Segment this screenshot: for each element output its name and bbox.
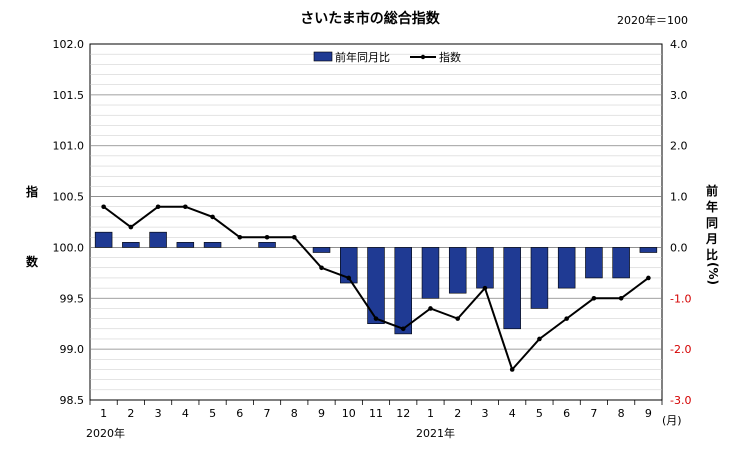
x-tick-label: 3: [481, 407, 488, 420]
x-tick-label: 3: [155, 407, 162, 420]
x-tick-label: 7: [590, 407, 597, 420]
bar: [312, 247, 331, 253]
x-tick-label: 4: [509, 407, 516, 420]
right-tick-label: -1.0: [670, 292, 691, 305]
left-axis-label-char-1: 指: [26, 185, 39, 199]
index-point: [646, 275, 651, 281]
bar: [612, 247, 630, 279]
index-point: [101, 204, 106, 210]
legend-bar-swatch: [313, 51, 333, 62]
index-point: [237, 234, 243, 240]
base-year-note: 2020年＝100: [617, 14, 688, 27]
left-tick-label: 100.0: [53, 241, 85, 254]
right-tick-label: 3.0: [670, 89, 688, 102]
left-tick-label: 100.5: [53, 191, 85, 204]
index-point: [509, 367, 515, 372]
x-tick-label: 12: [396, 407, 410, 420]
index-point: [155, 204, 161, 210]
index-point: [319, 265, 324, 271]
x-tick-label: 8: [618, 407, 625, 420]
right-tick-label: 4.0: [670, 38, 688, 51]
right-tick-label: 1.0: [670, 191, 688, 204]
right-axis-label-unit: (%): [706, 262, 720, 285]
index-point: [482, 285, 488, 291]
x-tick-label: 2: [127, 407, 134, 420]
x-tick-label: 1: [427, 407, 434, 420]
right-axis-label-char-5: 比: [706, 248, 719, 262]
x-tick-label: 6: [236, 407, 243, 420]
index-point: [428, 306, 433, 311]
index-point: [291, 234, 297, 240]
legend-line-marker: [420, 54, 426, 60]
index-point: [537, 336, 542, 342]
bar: [203, 242, 222, 248]
x-tick-label: 2: [454, 407, 461, 420]
x-tick-label: 10: [342, 407, 356, 420]
bar: [503, 247, 521, 330]
left-tick-label: 101.5: [53, 89, 85, 102]
legend-line-label: 指数: [439, 50, 461, 64]
index-point: [373, 316, 379, 321]
x-tick-label: 8: [291, 407, 298, 420]
bar: [585, 247, 603, 279]
legend-bar-label: 前年同月比: [335, 50, 390, 64]
x-tick-label: 6: [563, 407, 570, 420]
chart-title: さいたま市の総合指数: [300, 11, 440, 27]
right-tick-label: -3.0: [670, 394, 691, 407]
index-point: [264, 234, 270, 240]
x-tick-label: 11: [369, 407, 383, 420]
index-point: [346, 275, 352, 281]
index-point: [128, 224, 134, 230]
month-unit-label: (月): [662, 414, 682, 427]
index-point: [183, 204, 188, 210]
left-tick-label: 102.0: [53, 38, 85, 51]
bar: [557, 247, 576, 289]
bar: [340, 247, 358, 284]
right-axis-label-char-2: 年: [706, 200, 719, 214]
bar: [394, 247, 412, 335]
x-tick-label: 9: [318, 407, 325, 420]
index-point: [400, 326, 406, 332]
bar: [639, 247, 658, 253]
bar: [258, 242, 276, 248]
right-tick-label: -2.0: [670, 343, 691, 356]
year-label-2021: 2021年: [416, 426, 455, 440]
bar: [176, 242, 195, 248]
right-axis-label-char-3: 同: [706, 216, 719, 230]
x-tick-label: 5: [536, 407, 543, 420]
x-tick-label: 7: [264, 407, 271, 420]
bar: [530, 247, 549, 309]
right-tick-label: 0.0: [670, 241, 688, 254]
year-label-2020: 2020年: [86, 426, 125, 440]
left-axis-label-char-2: 数: [26, 255, 39, 269]
x-tick-label: 1: [100, 407, 107, 420]
right-axis-label-char-1: 前: [706, 184, 719, 198]
left-tick-label: 99.0: [60, 343, 85, 356]
index-point: [455, 316, 461, 321]
index-point: [618, 295, 624, 301]
right-tick-label: 2.0: [670, 140, 688, 153]
bar: [448, 247, 467, 294]
bar: [367, 247, 385, 325]
left-tick-label: 99.5: [60, 292, 85, 305]
bar: [421, 247, 440, 299]
bar: [94, 231, 113, 248]
bar: [149, 231, 167, 248]
x-tick-label: 9: [645, 407, 652, 420]
index-point: [210, 214, 215, 220]
x-tick-label: 5: [209, 407, 216, 420]
bar: [122, 242, 140, 248]
right-axis-label-char-4: 月: [706, 232, 719, 246]
plot-area: [89, 43, 663, 401]
bar: [476, 247, 494, 289]
x-tick-label: 4: [182, 407, 189, 420]
left-tick-label: 101.0: [53, 140, 85, 153]
index-point: [591, 295, 597, 301]
index-point: [564, 316, 569, 321]
left-tick-label: 98.5: [60, 394, 85, 407]
